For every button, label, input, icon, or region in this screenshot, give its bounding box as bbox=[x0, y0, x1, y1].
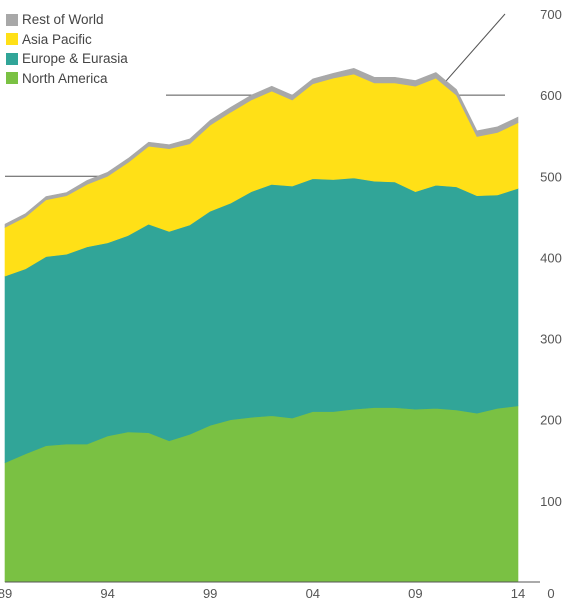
area-rest-of-world bbox=[4, 68, 519, 228]
legend-label: Asia Pacific bbox=[22, 31, 92, 47]
legend-item-europe-eurasia: Europe & Eurasia bbox=[6, 49, 128, 69]
legend-label: North America bbox=[22, 70, 108, 86]
x-tick-label: 94 bbox=[100, 586, 114, 601]
y-tick-label: 0 bbox=[547, 586, 554, 601]
y-tick-label: 600 bbox=[540, 88, 562, 103]
y-tick-label: 700 bbox=[540, 7, 562, 22]
legend-swatch bbox=[6, 52, 18, 65]
area-series bbox=[4, 68, 519, 583]
y-tick-label: 200 bbox=[540, 413, 562, 428]
legend: Rest of World Asia Pacific Europe & Eura… bbox=[6, 10, 128, 88]
legend-label: Europe & Eurasia bbox=[22, 51, 128, 67]
legend-label: Rest of World bbox=[22, 12, 104, 28]
x-tick-label: 09 bbox=[408, 586, 422, 601]
legend-item-rest-of-world: Rest of World bbox=[6, 10, 128, 30]
x-tick-label: 89 bbox=[0, 586, 12, 601]
x-tick-label: 04 bbox=[306, 586, 320, 601]
x-tick-label: 99 bbox=[203, 586, 217, 601]
legend-swatch bbox=[6, 13, 18, 26]
y-tick-label: 500 bbox=[540, 169, 562, 184]
y-tick-label: 100 bbox=[540, 494, 562, 509]
x-tick-label: 14 bbox=[511, 586, 525, 601]
axes: 89 94 99 04 09 14 0 100 200 300 400 500 600 700 bbox=[0, 7, 562, 601]
legend-swatch bbox=[6, 33, 18, 46]
y-tick-label: 400 bbox=[540, 250, 562, 265]
legend-item-asia-pacific: Asia Pacific bbox=[6, 30, 128, 50]
legend-swatch bbox=[6, 72, 18, 85]
legend-item-north-america: North America bbox=[6, 69, 128, 89]
y-tick-label: 300 bbox=[540, 332, 562, 347]
